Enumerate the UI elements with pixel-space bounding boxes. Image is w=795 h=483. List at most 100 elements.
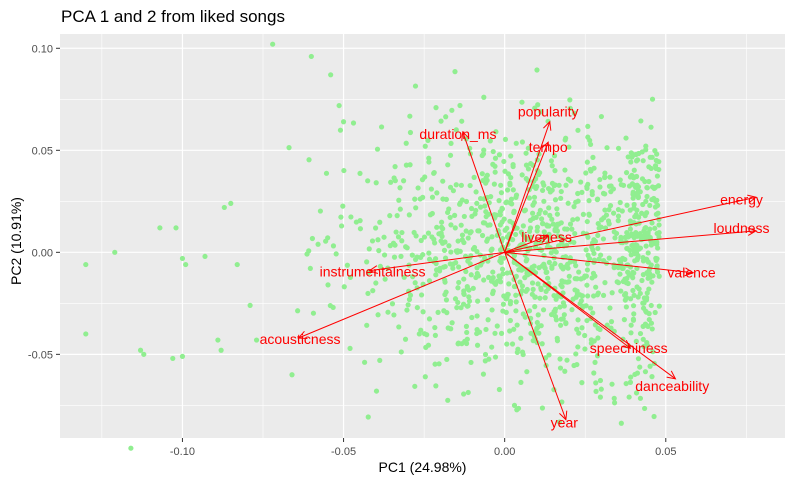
scatter-point xyxy=(404,307,410,313)
scatter-point xyxy=(464,329,470,336)
scatter-point xyxy=(466,298,473,304)
scatter-point xyxy=(530,286,536,292)
scatter-point xyxy=(468,359,474,366)
scatter-point xyxy=(333,251,339,257)
scatter-point xyxy=(513,231,519,238)
scatter-point xyxy=(539,187,546,194)
scatter-point xyxy=(627,233,633,239)
scatter-point xyxy=(653,157,659,164)
scatter-point xyxy=(642,405,648,412)
scatter-point xyxy=(270,41,276,47)
scatter-point xyxy=(378,124,385,130)
scatter-point xyxy=(593,388,599,394)
scatter-point xyxy=(425,342,432,348)
scatter-point xyxy=(504,199,510,205)
scatter-point xyxy=(407,162,413,168)
scatter-point xyxy=(586,211,592,217)
scatter-point xyxy=(490,161,496,167)
scatter-point xyxy=(375,312,381,318)
scatter-point xyxy=(556,182,562,188)
scatter-point xyxy=(389,301,396,307)
scatter-point xyxy=(422,143,428,149)
scatter-point xyxy=(397,185,403,191)
scatter-point xyxy=(535,281,541,287)
scatter-point xyxy=(426,155,432,161)
scatter-point xyxy=(582,332,588,339)
loading-arrowhead-instrumentalness xyxy=(368,265,379,274)
scatter-point xyxy=(492,169,498,175)
scatter-point xyxy=(564,357,570,363)
scatter-point xyxy=(412,83,419,89)
scatter-point xyxy=(414,304,420,311)
scatter-point xyxy=(474,265,480,271)
scatter-point xyxy=(452,296,459,302)
scatter-point xyxy=(651,413,657,420)
scatter-point xyxy=(221,204,227,211)
scatter-point xyxy=(651,185,657,192)
scatter-point xyxy=(449,320,455,326)
scatter-point xyxy=(490,275,496,281)
scatter-point xyxy=(625,280,631,287)
scatter-point xyxy=(587,141,594,148)
scatter-point xyxy=(567,259,573,265)
scatter-point xyxy=(247,302,253,308)
scatter-point xyxy=(541,198,547,204)
scatter-point xyxy=(83,331,89,337)
scatter-point xyxy=(406,296,413,303)
scatter-point xyxy=(533,185,539,192)
scatter-point xyxy=(643,143,649,149)
scatter-point xyxy=(650,349,656,355)
scatter-point xyxy=(377,219,383,225)
scatter-point xyxy=(433,105,439,111)
scatter-point xyxy=(447,152,454,158)
scatter-point xyxy=(640,158,646,164)
scatter-point xyxy=(584,317,590,324)
scatter-point xyxy=(434,190,440,196)
scatter-point xyxy=(541,252,547,259)
scatter-point xyxy=(179,353,186,359)
scatter-point xyxy=(647,154,653,160)
scatter-point xyxy=(591,250,597,257)
scatter-point xyxy=(348,214,354,220)
scatter-point xyxy=(501,158,507,165)
scatter-point xyxy=(643,243,649,249)
scatter-point xyxy=(317,208,323,214)
scatter-point xyxy=(402,336,409,342)
scatter-point xyxy=(586,198,592,204)
scatter-point xyxy=(585,123,591,129)
scatter-point xyxy=(474,200,480,206)
scatter-point xyxy=(515,405,522,411)
scatter-point xyxy=(400,178,407,184)
scatter-point xyxy=(468,272,474,278)
scatter-point xyxy=(641,343,647,350)
scatter-point xyxy=(649,279,655,285)
scatter-point xyxy=(613,230,620,237)
scatter-point xyxy=(572,230,578,237)
scatter-point xyxy=(215,337,221,343)
scatter-point xyxy=(589,189,595,195)
loading-arrow-duration_ms xyxy=(462,131,506,253)
scatter-point xyxy=(581,303,587,309)
scatter-point xyxy=(412,280,418,286)
scatter-point xyxy=(406,212,412,218)
scatter-point xyxy=(631,235,637,241)
scatter-point xyxy=(574,361,580,368)
scatter-point xyxy=(412,196,418,202)
scatter-point xyxy=(458,305,464,311)
scatter-point xyxy=(170,355,176,362)
x-tick-label: -0.10 xyxy=(170,446,195,458)
scatter-point xyxy=(535,312,541,318)
scatter-point xyxy=(507,182,513,188)
scatter-point xyxy=(450,188,456,194)
scatter-point xyxy=(577,292,583,298)
scatter-point xyxy=(112,249,118,255)
scatter-point xyxy=(542,295,548,301)
scatter-point xyxy=(627,247,633,253)
scatter-point xyxy=(611,400,618,406)
scatter-point xyxy=(553,224,559,230)
scatter-point xyxy=(511,209,517,216)
scatter-point xyxy=(340,119,347,125)
scatter-point xyxy=(396,324,402,330)
scatter-point xyxy=(425,230,432,236)
scatter-point xyxy=(489,234,495,240)
